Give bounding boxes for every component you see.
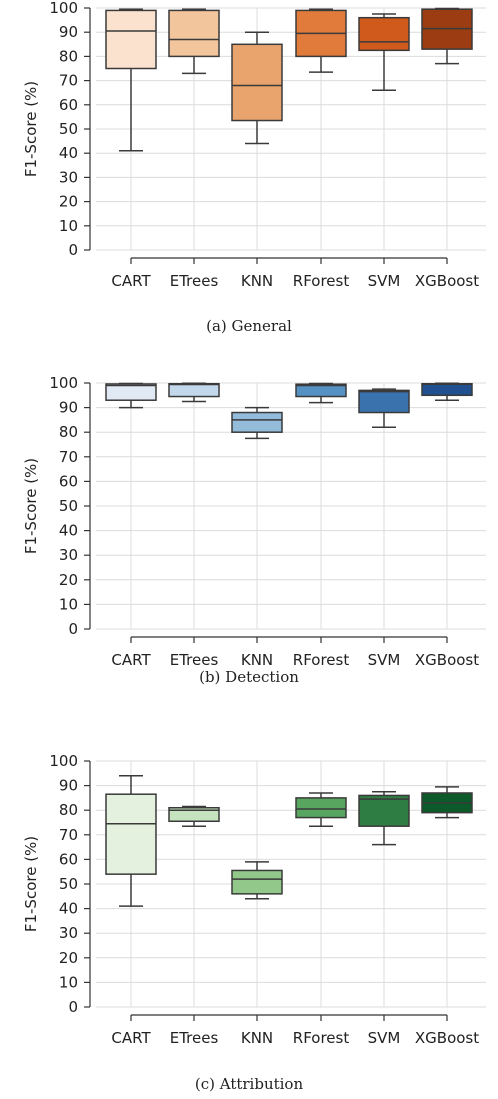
box-iqr [358, 389, 410, 414]
box-cart [105, 775, 157, 907]
y-tick-label: 20 [59, 571, 78, 589]
y-tick-label: 40 [59, 900, 78, 918]
box-iqr [231, 43, 283, 122]
box-cart [105, 8, 157, 152]
box-xgboost [421, 382, 473, 401]
figure-caption: (c) Attribution [195, 1075, 304, 1093]
y-tick-label: 10 [59, 973, 78, 991]
x-tick-label: ETrees [170, 651, 219, 669]
box-xgboost [421, 7, 473, 65]
y-tick-label: 0 [68, 998, 78, 1016]
y-tick-label: 10 [59, 217, 78, 235]
chart-panel-1: 0 10 20 30 40 50 60 70 80 90 100 CART ETrees KNN RFore… [22, 0, 486, 335]
y-tick-label: 40 [59, 144, 78, 162]
x-tick-label: SVM [368, 272, 401, 290]
figure-caption: (b) Detection [199, 668, 299, 686]
x-tick-label: CART [111, 1029, 151, 1047]
y-tick-label: 70 [59, 72, 78, 90]
box-iqr [105, 9, 157, 70]
y-tick-label: 60 [59, 472, 78, 490]
box-rforest [295, 8, 347, 73]
x-tick-label: ETrees [170, 1029, 219, 1047]
x-tick-label: KNN [241, 272, 273, 290]
x-tick-label: CART [111, 272, 151, 290]
box-knn [231, 406, 283, 440]
box-iqr [231, 411, 283, 433]
y-tick-label: 30 [59, 546, 78, 564]
y-tick-label: 90 [59, 23, 78, 41]
box-iqr [358, 16, 410, 52]
box-iqr [421, 382, 473, 397]
box-svm [358, 791, 410, 846]
y-tick-label: 80 [59, 423, 78, 441]
box-svm [358, 13, 410, 92]
box-etrees [168, 8, 220, 75]
y-tick-label: 70 [59, 448, 78, 466]
box-rforest [295, 382, 347, 404]
y-tick-label: 30 [59, 168, 78, 186]
x-tick-label: SVM [368, 1029, 401, 1047]
y-tick-label: 90 [59, 777, 78, 795]
box-etrees [168, 382, 220, 403]
y-tick-label: 90 [59, 399, 78, 417]
y-tick-label: 80 [59, 47, 78, 65]
y-tick-label: 50 [59, 497, 78, 515]
y-tick-label: 10 [59, 595, 78, 613]
box-etrees [168, 805, 220, 827]
y-tick-label: 70 [59, 826, 78, 844]
y-tick-label: 0 [68, 620, 78, 638]
x-tick-label: ETrees [170, 272, 219, 290]
x-tick-label: KNN [241, 1029, 273, 1047]
box-iqr [105, 383, 157, 401]
y-tick-label: 100 [49, 374, 78, 392]
box-iqr [168, 806, 220, 823]
x-tick-label: KNN [241, 651, 273, 669]
chart-panel-3: 0 10 20 30 40 50 60 70 80 90 100 CART ETrees KNN RFore… [22, 752, 486, 1093]
y-tick-label: 100 [49, 0, 78, 17]
y-axis-label: F1-Score (%) [22, 836, 40, 932]
x-tick-label: RForest [293, 1029, 350, 1047]
box-knn [231, 31, 283, 145]
box-iqr [231, 869, 283, 895]
box-iqr [358, 794, 410, 827]
y-axis-label: F1-Score (%) [22, 458, 40, 554]
box-iqr [168, 9, 220, 58]
x-tick-label: CART [111, 651, 151, 669]
x-tick-label: RForest [293, 272, 350, 290]
box-iqr [295, 383, 347, 398]
y-tick-label: 20 [59, 193, 78, 211]
x-tick-label: SVM [368, 651, 401, 669]
x-tick-label: RForest [293, 651, 350, 669]
box-iqr [295, 797, 347, 819]
chart-panel-2: 0 10 20 30 40 50 60 70 80 90 100 CART ETrees KNN RFore… [22, 374, 486, 686]
box-iqr [168, 382, 220, 398]
box-knn [231, 861, 283, 900]
figure-caption: (a) General [206, 317, 292, 335]
y-tick-label: 0 [68, 241, 78, 259]
y-tick-label: 60 [59, 850, 78, 868]
y-tick-label: 20 [59, 949, 78, 967]
y-tick-label: 30 [59, 924, 78, 942]
box-iqr [105, 793, 157, 875]
y-tick-label: 50 [59, 875, 78, 893]
y-tick-label: 40 [59, 522, 78, 540]
x-tick-label: XGBoost [415, 1029, 479, 1047]
y-tick-label: 80 [59, 801, 78, 819]
y-tick-label: 60 [59, 96, 78, 114]
box-xgboost [421, 786, 473, 819]
y-tick-label: 100 [49, 752, 78, 770]
box-rforest [295, 792, 347, 827]
x-tick-label: XGBoost [415, 651, 479, 669]
box-svm [358, 388, 410, 429]
box-cart [105, 382, 157, 409]
y-axis-label: F1-Score (%) [22, 81, 40, 177]
y-tick-label: 50 [59, 120, 78, 138]
x-tick-label: XGBoost [415, 272, 479, 290]
